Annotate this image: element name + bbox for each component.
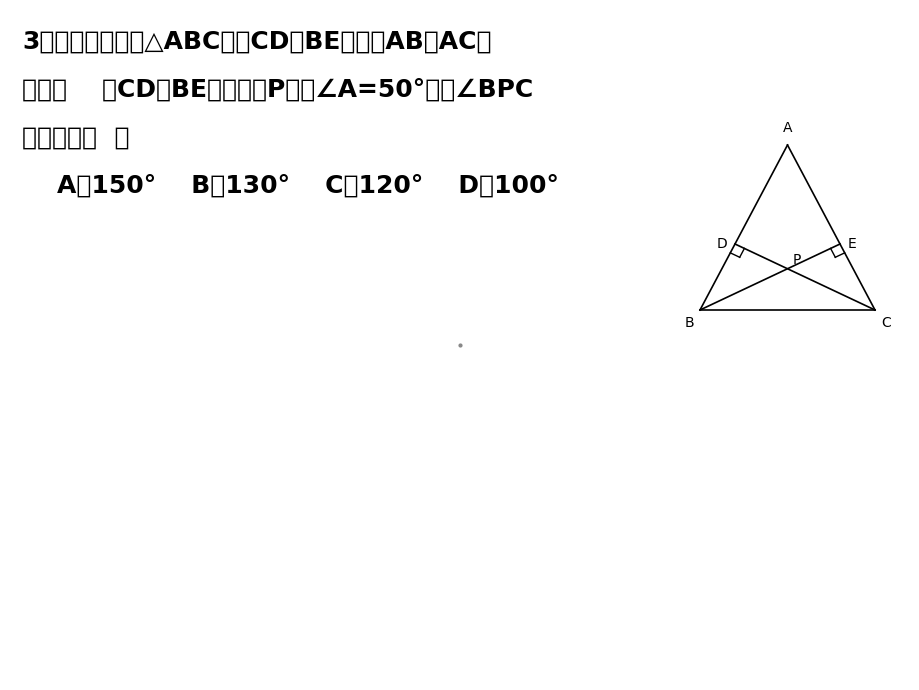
- Text: C: C: [880, 316, 890, 330]
- Text: A．150°    B．130°    C．120°    D．100°: A．150° B．130° C．120° D．100°: [22, 174, 559, 198]
- Text: 的度数是（  ）: 的度数是（ ）: [22, 126, 130, 150]
- Text: B: B: [684, 316, 693, 330]
- Text: D: D: [716, 237, 726, 251]
- Text: 的高，    且CD、BE交于一点P，若∠A=50°，则∠BPC: 的高， 且CD、BE交于一点P，若∠A=50°，则∠BPC: [22, 78, 533, 102]
- Text: E: E: [847, 237, 856, 251]
- Text: 3．如图，在锐角△ABC中，CD、BE分别是AB、AC上: 3．如图，在锐角△ABC中，CD、BE分别是AB、AC上: [22, 30, 491, 54]
- Text: A: A: [782, 121, 791, 135]
- Text: P: P: [791, 253, 800, 267]
